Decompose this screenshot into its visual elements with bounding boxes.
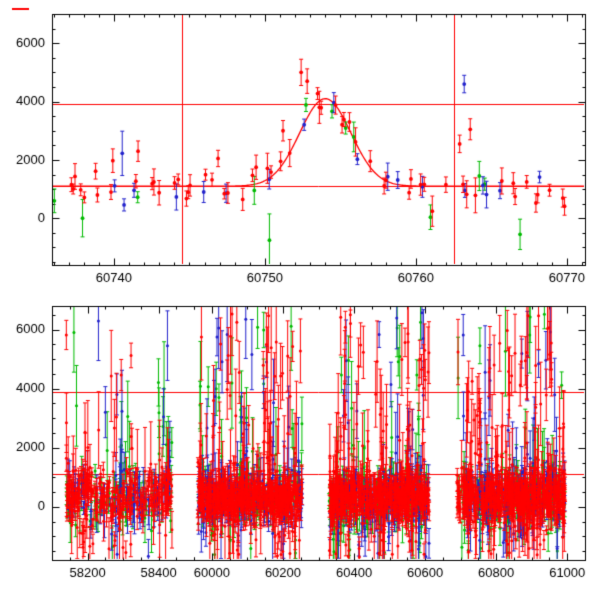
zoomed-light-curve-panel bbox=[0, 0, 600, 298]
full-light-curve-panel bbox=[0, 298, 600, 600]
